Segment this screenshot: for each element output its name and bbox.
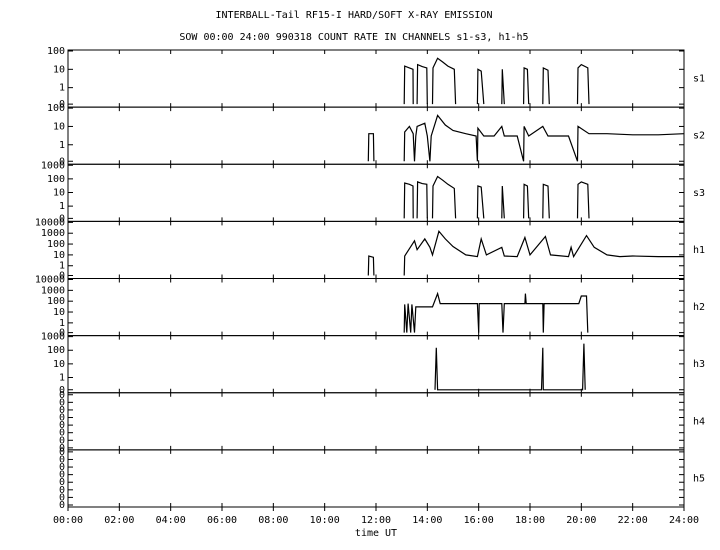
y-tick-label: 0 — [59, 447, 65, 458]
y-tick-label: 10000 — [35, 217, 65, 228]
y-tick-label: 100 — [47, 103, 65, 114]
y-tick-label: 1 — [59, 140, 65, 151]
x-tick-label: 24:00 — [669, 515, 699, 526]
data-line — [367, 255, 375, 276]
data-line — [542, 66, 550, 105]
data-line — [431, 57, 457, 105]
x-tick-label: 14:00 — [412, 515, 442, 526]
y-tick-label: 0 — [59, 462, 65, 473]
y-tick-label: 10 — [53, 64, 65, 75]
chart-title: INTERBALL-Tail RF15-I HARD/SOFT X-RAY EM… — [216, 10, 493, 21]
data-line — [416, 63, 428, 105]
y-tick-label: 10 — [53, 307, 65, 318]
y-tick-label: 0 — [59, 454, 65, 465]
data-line — [542, 183, 550, 219]
y-tick-label: 0 — [59, 485, 65, 496]
y-tick-label: 100 — [47, 239, 65, 250]
channel-label: h5 — [693, 473, 705, 484]
y-tick-label: 1000 — [41, 228, 65, 239]
y-tick-label: 0 — [59, 156, 65, 167]
channel-label: h3 — [693, 359, 705, 370]
y-tick-label: 10 — [53, 121, 65, 132]
data-line — [367, 133, 375, 162]
y-tick-label: 1000 — [41, 160, 65, 171]
x-tick-label: 02:00 — [104, 515, 134, 526]
chart-subtitle: SOW 00:00 24:00 990318 COUNT RATE IN CHA… — [179, 32, 528, 43]
channel-label: h2 — [693, 302, 705, 313]
data-line — [576, 63, 590, 105]
data-line — [476, 185, 485, 219]
y-tick-label: 0 — [59, 385, 65, 396]
y-tick-label: 1 — [59, 372, 65, 383]
data-line — [403, 291, 589, 333]
y-tick-label: 1000 — [41, 332, 65, 343]
channel-label: s1 — [693, 74, 705, 85]
y-tick-label: 0 — [59, 500, 65, 511]
channel-label: s3 — [693, 188, 705, 199]
y-tick-label: 0 — [59, 397, 65, 408]
y-tick-label: 1000 — [41, 285, 65, 296]
channel-label: h4 — [693, 416, 705, 427]
x-tick-label: 20:00 — [566, 515, 596, 526]
y-tick-label: 1 — [59, 261, 65, 272]
y-tick-label: 10000 — [35, 275, 65, 286]
x-tick-label: 04:00 — [156, 515, 186, 526]
y-tick-label: 100 — [47, 174, 65, 185]
data-line — [431, 175, 457, 219]
x-tick-label: 10:00 — [310, 515, 340, 526]
data-line — [403, 182, 414, 219]
y-tick-label: 0 — [59, 443, 65, 454]
x-axis-label: time UT — [355, 528, 397, 539]
y-tick-label: 10 — [53, 187, 65, 198]
x-tick-label: 08:00 — [258, 515, 288, 526]
y-tick-label: 1 — [59, 201, 65, 212]
data-line — [403, 65, 414, 105]
y-tick-label: 0 — [59, 492, 65, 503]
data-line — [576, 181, 590, 219]
y-tick-label: 0 — [59, 213, 65, 224]
y-tick-label: 1 — [59, 318, 65, 329]
y-tick-label: 0 — [59, 477, 65, 488]
channel-label: h1 — [693, 245, 705, 256]
y-tick-label: 0 — [59, 390, 65, 401]
y-tick-label: 0 — [59, 99, 65, 110]
y-tick-label: 100 — [47, 296, 65, 307]
x-tick-label: 00:00 — [53, 515, 83, 526]
data-line — [501, 69, 505, 105]
y-tick-label: 0 — [59, 413, 65, 424]
y-tick-label: 10 — [53, 359, 65, 370]
data-line — [403, 114, 685, 162]
y-tick-label: 100 — [47, 46, 65, 57]
channel-label: s2 — [693, 131, 705, 142]
y-tick-label: 10 — [53, 250, 65, 261]
x-tick-label: 16:00 — [464, 515, 494, 526]
data-line — [476, 68, 485, 105]
data-line — [403, 230, 684, 276]
data-line — [416, 181, 428, 219]
data-line — [523, 183, 530, 219]
data-line — [434, 343, 586, 391]
y-tick-label: 100 — [47, 345, 65, 356]
y-tick-label: 0 — [59, 470, 65, 481]
x-tick-label: 06:00 — [207, 515, 237, 526]
x-tick-label: 18:00 — [515, 515, 545, 526]
y-tick-label: 0 — [59, 428, 65, 439]
y-tick-label: 0 — [59, 420, 65, 431]
y-tick-label: 1 — [59, 83, 65, 94]
y-tick-label: 0 — [59, 405, 65, 416]
y-tick-label: 0 — [59, 271, 65, 282]
x-tick-label: 22:00 — [618, 515, 648, 526]
y-tick-label: 0 — [59, 435, 65, 446]
x-tick-label: 12:00 — [361, 515, 391, 526]
y-tick-label: 0 — [59, 328, 65, 339]
data-line — [523, 66, 530, 105]
data-line — [501, 185, 505, 219]
